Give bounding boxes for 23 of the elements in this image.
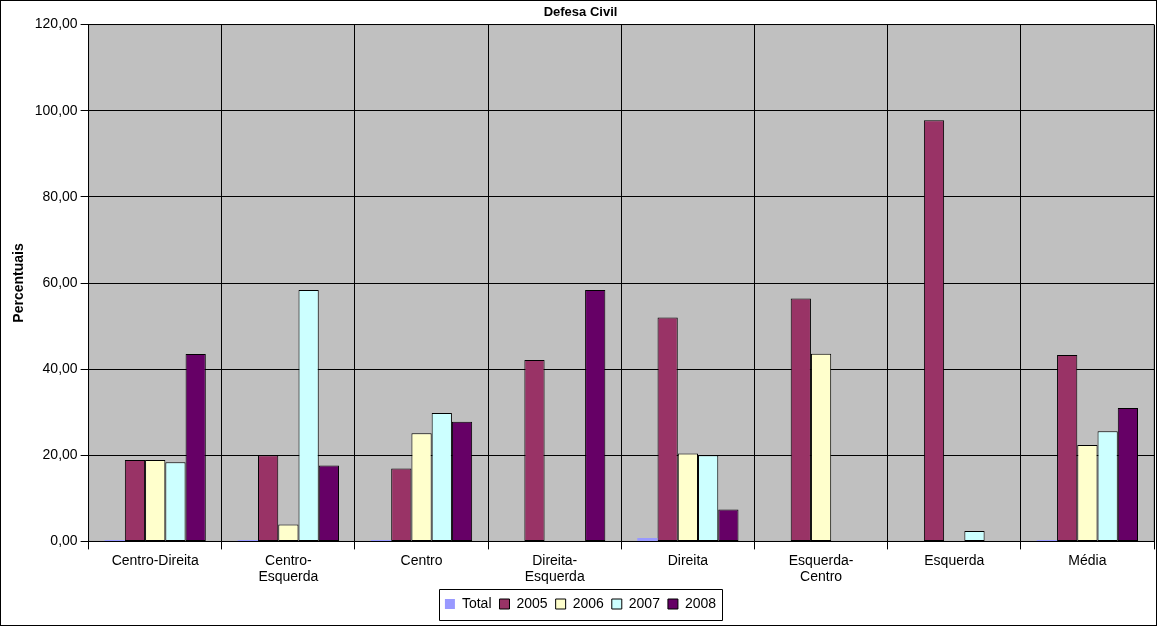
y-tick-label: 100,00 [34, 101, 78, 118]
x-tick-label: Esquerda-Centro [788, 551, 854, 585]
y-axis-title: Percentuais [10, 243, 27, 323]
x-tick-label: Média [1068, 551, 1107, 568]
legend-label: 2008 [684, 594, 717, 611]
y-tick-label: 60,00 [42, 273, 78, 290]
x-tick-label: Direita [667, 551, 709, 568]
legend-label: 2006 [572, 594, 604, 611]
legend-label: 2005 [516, 594, 548, 611]
y-tick-label: 0,00 [50, 532, 78, 549]
y-tick-label: 40,00 [42, 359, 78, 376]
x-tick-label: Centro-Direita [111, 551, 199, 568]
y-tick-label: 120,00 [34, 15, 78, 32]
y-tick-label: 80,00 [42, 187, 78, 204]
legend-label: Total [461, 594, 492, 611]
legend-label: 2007 [628, 594, 661, 611]
x-tick-label: Centro [400, 551, 443, 568]
x-tick-label: Esquerda [924, 551, 985, 568]
bar [637, 537, 658, 541]
x-tick-label: Direita-Esquerda [524, 551, 585, 585]
chart-title: Defesa Civil [543, 4, 618, 20]
y-tick-label: 20,00 [42, 446, 78, 463]
x-tick-label: Centro-Esquerda [258, 551, 319, 585]
